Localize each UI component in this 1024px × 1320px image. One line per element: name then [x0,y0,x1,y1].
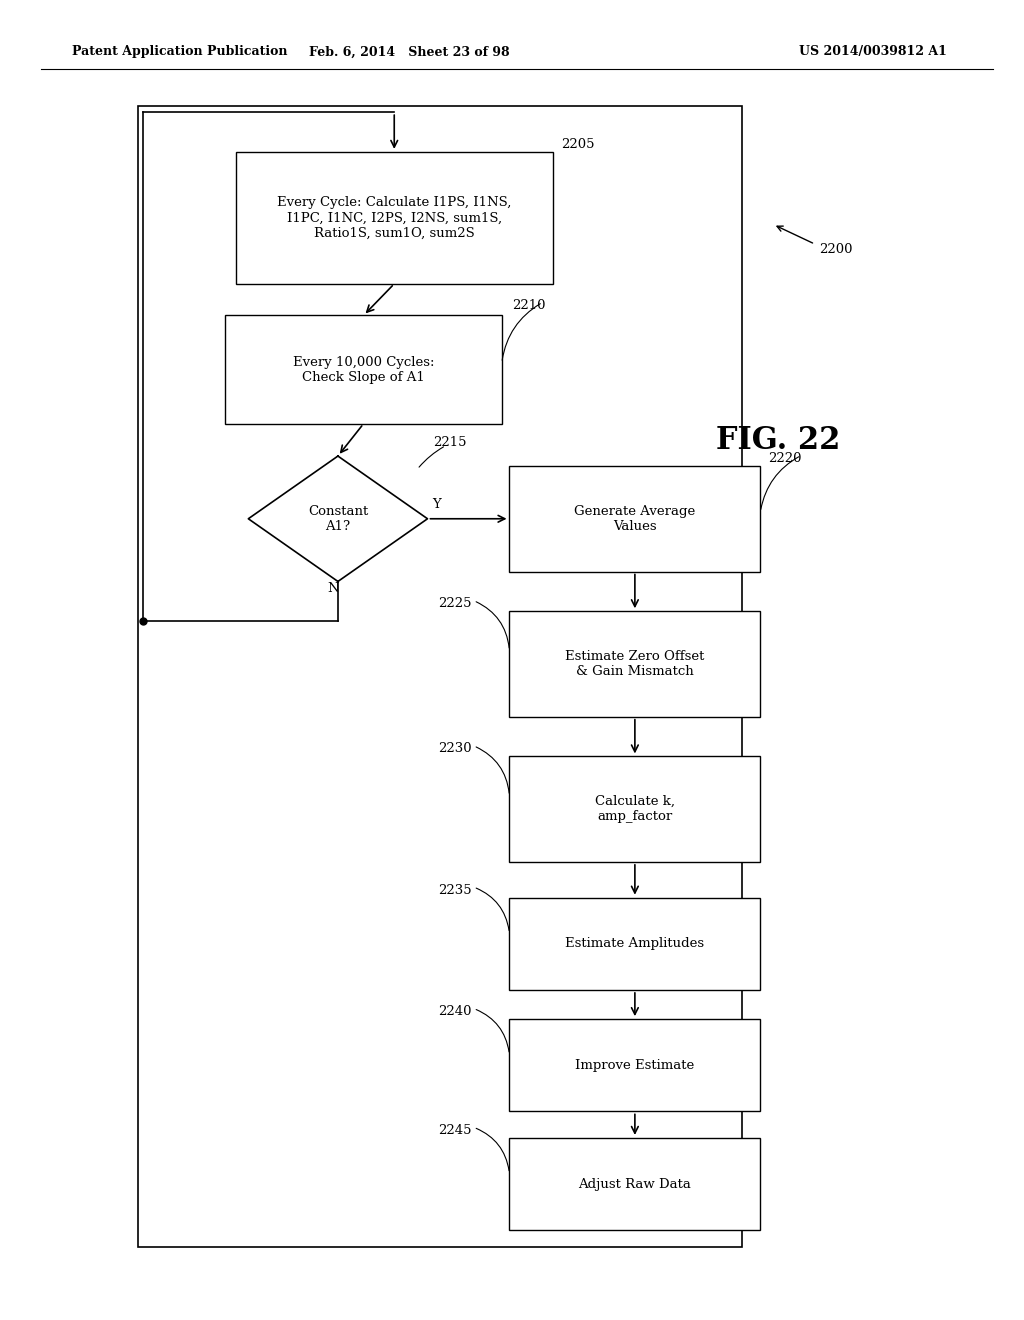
FancyBboxPatch shape [236,152,553,284]
Text: 2220: 2220 [768,451,802,465]
Text: Constant
A1?: Constant A1? [308,504,368,533]
Polygon shape [249,457,428,581]
Text: Every 10,000 Cycles:
Check Slope of A1: Every 10,000 Cycles: Check Slope of A1 [293,355,434,384]
Text: Patent Application Publication: Patent Application Publication [72,45,287,58]
Text: 2240: 2240 [438,1005,471,1018]
Text: FIG. 22: FIG. 22 [716,425,841,455]
Text: 2235: 2235 [438,883,471,896]
Text: 2200: 2200 [819,243,853,256]
Text: 2215: 2215 [432,436,466,449]
Text: Improve Estimate: Improve Estimate [575,1059,694,1072]
Text: Estimate Zero Offset
& Gain Mismatch: Estimate Zero Offset & Gain Mismatch [565,649,705,678]
Text: N: N [328,582,339,595]
Text: Generate Average
Values: Generate Average Values [574,504,695,533]
Text: US 2014/0039812 A1: US 2014/0039812 A1 [799,45,946,58]
Text: Adjust Raw Data: Adjust Raw Data [579,1177,691,1191]
FancyBboxPatch shape [510,898,760,990]
Text: Y: Y [432,498,441,511]
FancyBboxPatch shape [510,466,760,572]
FancyBboxPatch shape [510,756,760,862]
Text: 2205: 2205 [561,137,595,150]
FancyBboxPatch shape [510,1138,760,1230]
Text: Calculate k,
amp_factor: Calculate k, amp_factor [595,795,675,824]
Text: Estimate Amplitudes: Estimate Amplitudes [565,937,705,950]
Bar [138,106,742,1247]
FancyBboxPatch shape [225,315,502,424]
Text: 2225: 2225 [438,597,471,610]
FancyBboxPatch shape [510,1019,760,1111]
FancyBboxPatch shape [510,611,760,717]
Text: Every Cycle: Calculate I1PS, I1NS,
I1PC, I1NC, I2PS, I2NS, sum1S,
Ratio1S, sum1O: Every Cycle: Calculate I1PS, I1NS, I1PC,… [278,197,511,239]
Text: Feb. 6, 2014   Sheet 23 of 98: Feb. 6, 2014 Sheet 23 of 98 [309,45,510,58]
Text: 2245: 2245 [438,1123,471,1137]
Text: 2230: 2230 [438,742,471,755]
Text: 2210: 2210 [512,298,546,312]
